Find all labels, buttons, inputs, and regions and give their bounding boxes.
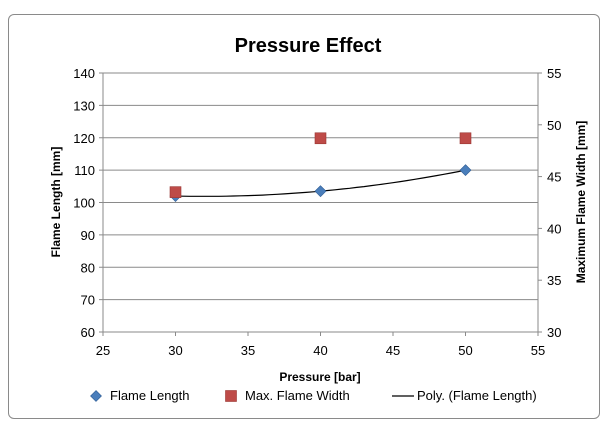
- y-axis-ticks: 60 70 80 90 100 110 120 130 140: [73, 66, 103, 340]
- y-tick-label: 110: [74, 163, 95, 178]
- x-tick-label: 30: [168, 343, 182, 358]
- legend-label: Flame Length: [110, 388, 190, 403]
- y2-tick-label: 45: [547, 170, 561, 185]
- max-flame-width-point: [459, 132, 472, 145]
- y-tick-label: 130: [73, 98, 95, 113]
- flame-length-point: [314, 185, 327, 198]
- gridlines: [103, 72, 538, 333]
- legend-label: Max. Flame Width: [245, 388, 350, 403]
- y-tick-label: 140: [73, 66, 95, 81]
- y-axis-label: Flame Length [mm]: [49, 147, 63, 258]
- legend: Flame Length Max. Flame Width Poly. (Flame…: [90, 388, 537, 403]
- y2-tick-label: 55: [547, 66, 561, 81]
- x-tick-label: 35: [241, 343, 255, 358]
- y-tick-label: 120: [73, 131, 95, 146]
- x-tick-label: 55: [531, 343, 545, 358]
- legend-diamond-marker: [90, 390, 102, 402]
- max-flame-width-point: [314, 132, 327, 145]
- y2-axis-ticks: 30 35 40 45 50 55: [538, 66, 561, 340]
- max-flame-width-point: [169, 186, 182, 198]
- x-tick-label: 40: [313, 343, 327, 358]
- chart-frame: [8, 14, 600, 419]
- y2-tick-label: 50: [547, 118, 561, 133]
- x-axis-ticks: 25 30 35 40 45 50 55: [96, 332, 545, 358]
- y-tick-label: 100: [73, 196, 95, 211]
- x-tick-label: 25: [96, 343, 110, 358]
- series-layer: [169, 132, 472, 202]
- y2-tick-label: 40: [547, 221, 561, 236]
- chart-title: Pressure Effect: [235, 35, 382, 57]
- x-tick-label: 45: [386, 343, 400, 358]
- y-tick-label: 90: [81, 228, 95, 243]
- y2-axis-label: Maximum Flame Width [mm]: [574, 121, 588, 284]
- y-tick-label: 60: [81, 325, 95, 340]
- legend-label: Poly. (Flame Length): [417, 388, 537, 403]
- x-axis-label: Pressure [bar]: [279, 370, 360, 384]
- x-tick-label: 50: [458, 343, 472, 358]
- flame-length-point: [459, 164, 472, 177]
- y2-tick-label: 35: [547, 273, 561, 288]
- y-tick-label: 70: [81, 293, 95, 308]
- y-tick-label: 80: [81, 260, 95, 275]
- legend-square-marker: [225, 390, 237, 402]
- y2-tick-label: 30: [547, 325, 561, 340]
